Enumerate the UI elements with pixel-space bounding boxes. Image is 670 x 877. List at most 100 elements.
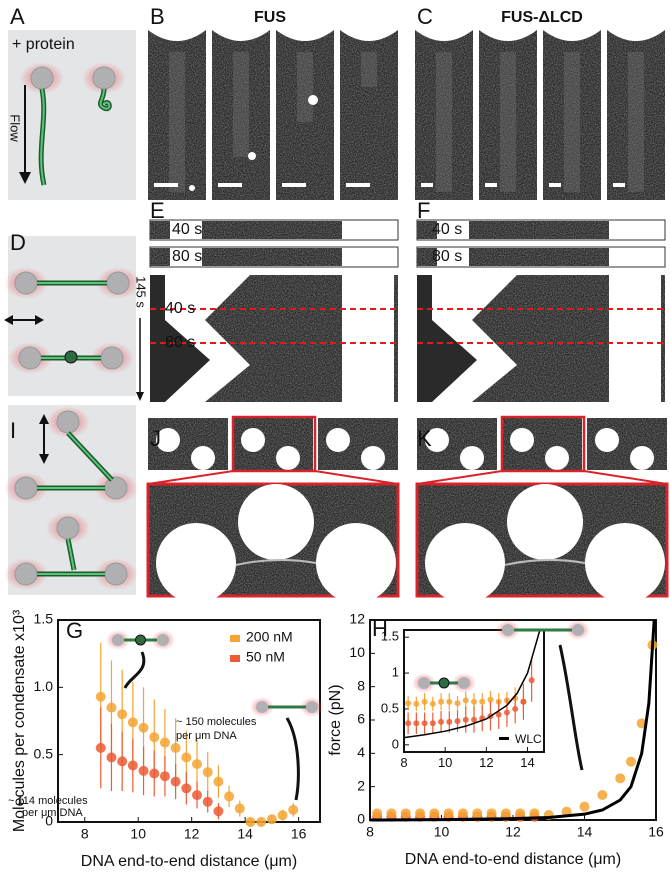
micrograph-noise <box>148 30 206 200</box>
bead <box>100 346 124 370</box>
data-point <box>106 702 117 713</box>
data-point <box>421 698 428 705</box>
bead-image <box>326 428 350 452</box>
bead <box>418 677 430 689</box>
scale-bar <box>421 183 433 187</box>
snapshot-noise <box>417 248 437 266</box>
bead <box>458 677 470 689</box>
data-point <box>471 698 477 705</box>
bead-shadow <box>148 30 206 41</box>
data-point <box>288 804 299 815</box>
y-axis-label: Molecules per condensate x10³ <box>11 609 28 832</box>
legend-swatch <box>230 635 240 642</box>
y-tick-label: 10 <box>349 644 365 660</box>
callout-arrow <box>123 651 146 689</box>
panel-label: D <box>10 230 26 255</box>
y-tick-label: 1.5 <box>34 611 54 627</box>
data-point <box>138 765 149 776</box>
bead-image <box>191 446 215 470</box>
bead-track <box>342 275 394 402</box>
annotation: per μm DNA <box>22 807 83 819</box>
bead-track <box>432 275 517 402</box>
y-tick-label: 0.5 <box>34 745 54 761</box>
zoom-box <box>231 415 317 473</box>
x-tick-label: 16 <box>648 823 664 839</box>
panel-label: K <box>417 426 432 451</box>
x-tick-label: 12 <box>184 825 200 841</box>
bead-image <box>425 523 505 603</box>
bead-shadow <box>415 30 473 41</box>
scale-bar <box>549 183 561 187</box>
label: 40 s <box>432 221 462 238</box>
panel-label: J <box>150 426 161 451</box>
fit-curve <box>369 619 656 822</box>
data-point <box>372 808 383 819</box>
x-tick-label: 12 <box>479 755 493 770</box>
column-header: FUS-ΔLCD <box>501 9 583 26</box>
data-point <box>106 752 117 763</box>
zoom-frame <box>146 482 400 598</box>
bead <box>104 476 128 500</box>
data-point <box>149 768 160 779</box>
x-tick-label: 10 <box>434 823 450 839</box>
bead-image <box>276 446 300 470</box>
bead-image <box>361 446 385 470</box>
axes-frame <box>403 629 545 753</box>
data-point <box>438 718 445 725</box>
label: 80 s <box>432 248 462 265</box>
data-point <box>202 767 213 778</box>
condensate <box>135 634 146 646</box>
bead <box>572 624 584 636</box>
bead <box>56 516 80 540</box>
data-point <box>500 808 511 819</box>
x-tick-label: 14 <box>520 755 534 770</box>
bead <box>14 271 38 295</box>
dna-signal <box>233 52 249 157</box>
data-point <box>170 776 181 787</box>
legend-label: 200 nM <box>246 629 293 645</box>
y-tick-label: 1.5 <box>381 629 399 644</box>
y-tick-label: 1.0 <box>34 678 54 694</box>
x-tick-label: 14 <box>237 825 253 841</box>
bead <box>14 562 38 586</box>
bead-track <box>609 275 661 402</box>
snapshot-noise <box>202 248 342 266</box>
panel-label: I <box>10 418 16 443</box>
bead-image <box>460 446 484 470</box>
snapshot-noise <box>417 221 437 239</box>
condensate <box>438 677 450 689</box>
data-point <box>400 808 411 819</box>
data-point <box>181 783 192 794</box>
data-point <box>457 808 468 819</box>
bead-shadow <box>479 30 537 41</box>
data-point <box>472 808 483 819</box>
data-point <box>454 718 461 725</box>
dna-signal <box>297 52 313 122</box>
y-tick-label: 1 <box>392 664 399 679</box>
data-point <box>579 801 590 812</box>
label: + protein <box>12 36 75 53</box>
dna-signal <box>504 558 586 566</box>
panel-label: A <box>10 4 25 29</box>
bead <box>14 476 38 500</box>
data-point <box>515 808 526 819</box>
x-tick-label: 14 <box>577 823 593 839</box>
dna-core <box>99 88 111 110</box>
data-point <box>615 773 626 784</box>
data-point <box>462 697 469 704</box>
data-point <box>386 808 397 819</box>
dna-signal <box>361 52 377 87</box>
data-point <box>202 796 213 807</box>
panel-label: B <box>150 4 165 29</box>
data-point <box>213 806 224 817</box>
data-point <box>429 720 436 727</box>
data-point <box>213 776 224 787</box>
bead-image <box>545 446 569 470</box>
x-tick-label: 16 <box>291 825 307 841</box>
y-tick-label: 0 <box>45 813 53 829</box>
data-point <box>127 760 138 771</box>
data-point <box>149 732 160 743</box>
scale-bar <box>346 183 370 187</box>
annotation: ~ 114 molecules <box>8 795 88 807</box>
data-point <box>266 814 277 825</box>
